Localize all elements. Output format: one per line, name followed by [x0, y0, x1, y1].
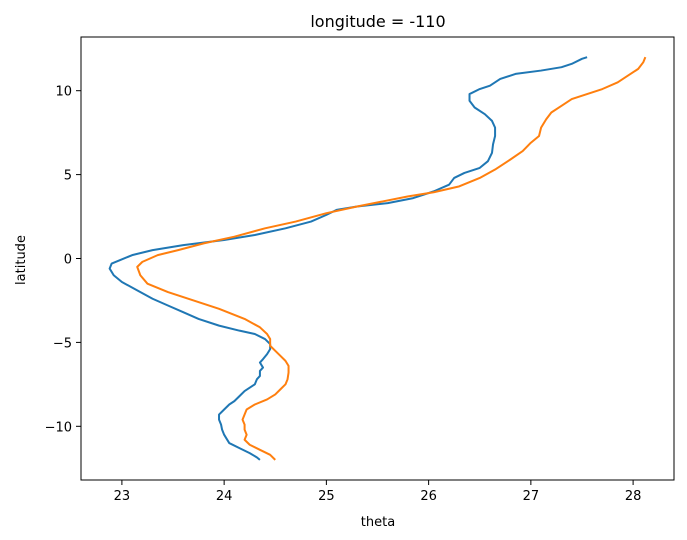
series-line-2 [136, 56, 647, 461]
x-tick-label: 28 [625, 489, 642, 504]
x-tick-label: 23 [114, 489, 131, 504]
y-tick-label: −5 [53, 336, 72, 351]
x-tick-label: 26 [420, 489, 437, 504]
x-tick-label: 24 [216, 489, 233, 504]
y-axis-ticks: −10 −5 0 5 10 [45, 85, 81, 435]
x-axis-ticks: 23 24 25 26 27 28 [114, 480, 642, 504]
y-axis-label: latitude [14, 235, 29, 285]
chart-title: longitude = -110 [310, 12, 445, 31]
y-tick-label: 10 [55, 85, 72, 100]
series-line-1 [108, 56, 588, 461]
plot-frame [80, 36, 675, 481]
x-axis-label: theta [361, 515, 395, 530]
y-tick-label: 5 [64, 169, 72, 184]
y-tick-label: 0 [64, 253, 72, 268]
y-tick-label: −10 [45, 420, 72, 435]
x-tick-label: 25 [318, 489, 335, 504]
x-tick-label: 27 [523, 489, 540, 504]
plot-area [108, 56, 647, 461]
